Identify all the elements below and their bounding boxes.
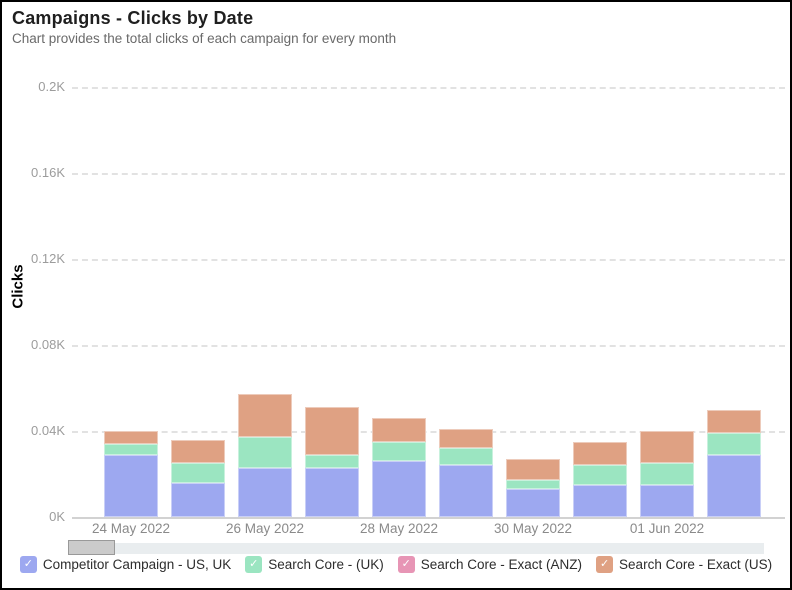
bar-segment-25-may-2022-series-0[interactable] bbox=[171, 482, 225, 517]
x-tick-label: 26 May 2022 bbox=[225, 521, 305, 536]
gridline bbox=[72, 259, 785, 261]
gridline bbox=[72, 345, 785, 347]
bar-segment-29-may-2022-series-0[interactable] bbox=[439, 465, 493, 517]
legend-item-competitor-campaign-us-uk[interactable]: ✓ Competitor Campaign - US, UK bbox=[19, 556, 232, 573]
legend-checkbox-icon: ✓ bbox=[19, 556, 37, 573]
x-axis-line bbox=[72, 517, 785, 519]
gridline bbox=[72, 173, 785, 175]
gridline bbox=[72, 431, 785, 433]
bar-segment-28-may-2022-series-1[interactable] bbox=[372, 441, 426, 462]
chart-legend: ✓ Competitor Campaign - US, UK ✓ Search Cor… bbox=[2, 556, 790, 573]
bar-segment-28-may-2022-series-3[interactable] bbox=[372, 418, 426, 442]
y-tick-label: 0.08K bbox=[31, 337, 65, 352]
y-tick-label: 0K bbox=[49, 509, 65, 524]
legend-label: Search Core - Exact (ANZ) bbox=[420, 557, 583, 572]
legend-label: Search Core - (UK) bbox=[268, 557, 384, 572]
bar-segment-30-may-2022-series-1[interactable] bbox=[506, 480, 560, 490]
legend-checkbox-icon: ✓ bbox=[245, 556, 263, 573]
bar-segment-24-may-2022-series-3[interactable] bbox=[104, 431, 158, 444]
chart-hscrollbar-thumb[interactable] bbox=[68, 540, 115, 555]
bar-segment-25-may-2022-series-3[interactable] bbox=[171, 439, 225, 464]
bar-segment-31-may-2022-series-1[interactable] bbox=[573, 465, 627, 485]
bar-segment-27-may-2022-series-1[interactable] bbox=[305, 454, 359, 468]
y-tick-label: 0.2K bbox=[38, 79, 65, 94]
bar-segment-02-jun-2022-series-1[interactable] bbox=[707, 433, 761, 455]
x-tick-label: 30 May 2022 bbox=[493, 521, 573, 536]
y-tick-label: 0.04K bbox=[31, 423, 65, 438]
legend-item-search-core-exact-anz-[interactable]: ✓ Search Core - Exact (ANZ) bbox=[397, 556, 583, 573]
bar-segment-28-may-2022-series-0[interactable] bbox=[372, 461, 426, 517]
bar-segment-01-jun-2022-series-0[interactable] bbox=[640, 484, 694, 517]
legend-checkbox-icon: ✓ bbox=[397, 556, 415, 573]
chart-hscrollbar-track[interactable] bbox=[68, 543, 764, 554]
bar-segment-01-jun-2022-series-3[interactable] bbox=[640, 431, 694, 464]
bar-segment-26-may-2022-series-3[interactable] bbox=[238, 394, 292, 438]
bar-segment-29-may-2022-series-1[interactable] bbox=[439, 448, 493, 466]
bar-segment-02-jun-2022-series-3[interactable] bbox=[707, 409, 761, 434]
bar-segment-24-may-2022-series-0[interactable] bbox=[104, 454, 158, 517]
bar-segment-27-may-2022-series-3[interactable] bbox=[305, 407, 359, 455]
bar-segment-29-may-2022-series-3[interactable] bbox=[439, 428, 493, 449]
chart-title: Campaigns - Clicks by Date bbox=[12, 8, 254, 28]
y-tick-label: 0.12K bbox=[31, 251, 65, 266]
legend-item-search-core-exact-us-[interactable]: ✓ Search Core - Exact (US) bbox=[596, 556, 772, 573]
bar-segment-24-may-2022-series-1[interactable] bbox=[104, 443, 158, 455]
bar-segment-27-may-2022-series-0[interactable] bbox=[305, 467, 359, 517]
x-tick-label: 28 May 2022 bbox=[359, 521, 439, 536]
legend-item-search-core-uk-[interactable]: ✓ Search Core - (UK) bbox=[245, 556, 384, 573]
bar-segment-26-may-2022-series-0[interactable] bbox=[238, 467, 292, 517]
y-tick-label: 0.16K bbox=[31, 165, 65, 180]
bar-segment-30-may-2022-series-0[interactable] bbox=[506, 489, 560, 517]
bar-segment-25-may-2022-series-1[interactable] bbox=[171, 463, 225, 483]
legend-checkbox-icon: ✓ bbox=[596, 556, 614, 573]
bar-segment-31-may-2022-series-0[interactable] bbox=[573, 484, 627, 517]
chart-subtitle: Chart provides the total clicks of each … bbox=[12, 31, 397, 46]
legend-label: Competitor Campaign - US, UK bbox=[42, 557, 232, 572]
x-tick-label: 01 Jun 2022 bbox=[629, 521, 705, 536]
bar-segment-30-may-2022-series-3[interactable] bbox=[506, 458, 560, 481]
gridline bbox=[72, 87, 785, 89]
legend-label: Search Core - Exact (US) bbox=[619, 557, 773, 572]
bar-segment-01-jun-2022-series-1[interactable] bbox=[640, 463, 694, 485]
bar-segment-02-jun-2022-series-0[interactable] bbox=[707, 454, 761, 517]
bar-segment-26-may-2022-series-1[interactable] bbox=[238, 437, 292, 468]
x-tick-label: 24 May 2022 bbox=[91, 521, 171, 536]
bar-segment-31-may-2022-series-3[interactable] bbox=[573, 441, 627, 466]
